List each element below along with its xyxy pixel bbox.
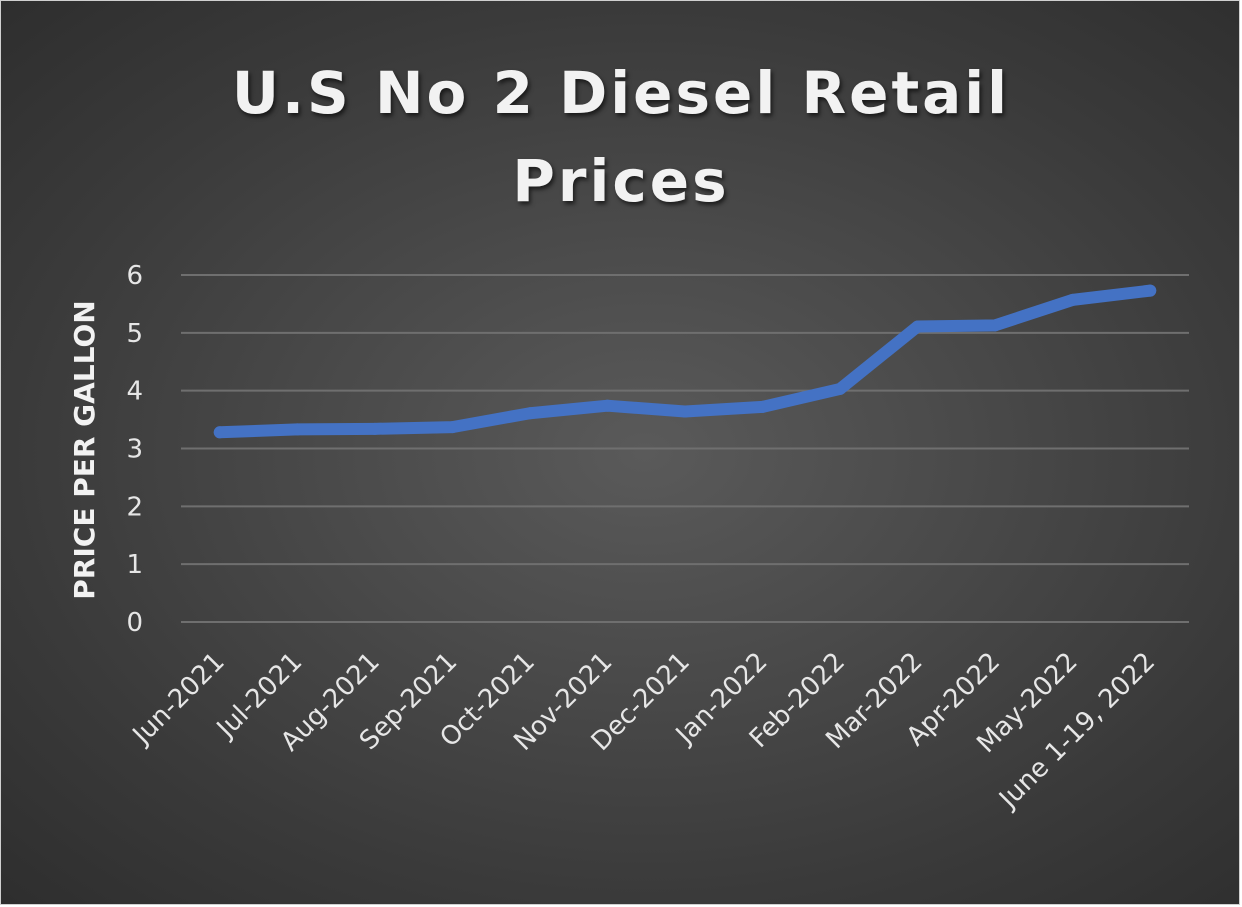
gridlines [181,274,1189,623]
data-point [368,422,381,435]
y-tick-label: 1 [126,550,143,580]
y-axis-label: PRICE PER GALLON [68,300,101,599]
data-point [1066,293,1079,306]
data-point [1144,284,1157,297]
data-point [756,400,769,413]
y-tick-label: 3 [126,435,143,465]
y-tick-label: 5 [126,319,143,349]
series-layer [213,284,1157,439]
data-point [291,423,304,436]
data-point [989,319,1002,332]
y-tick-label: 4 [126,377,143,407]
data-point [911,320,924,333]
data-point [213,426,226,439]
data-point [834,382,847,395]
y-tick-label: 2 [126,492,143,522]
y-tick-label: 0 [126,608,143,638]
data-point [446,421,459,434]
x-axis-ticks: Jun-2021Jul-2021Aug-2021Sep-2021Oct-2021… [126,647,1161,816]
data-point [601,399,614,412]
x-tick-label: Jun-2021 [126,647,231,752]
chart-title: U.S No 2 Diesel Retail Prices [231,59,1011,215]
y-tick-label: 6 [126,261,143,291]
y-axis-ticks: 0 1 2 3 4 5 6 [126,261,143,638]
data-point [679,405,691,418]
data-point [523,407,536,420]
